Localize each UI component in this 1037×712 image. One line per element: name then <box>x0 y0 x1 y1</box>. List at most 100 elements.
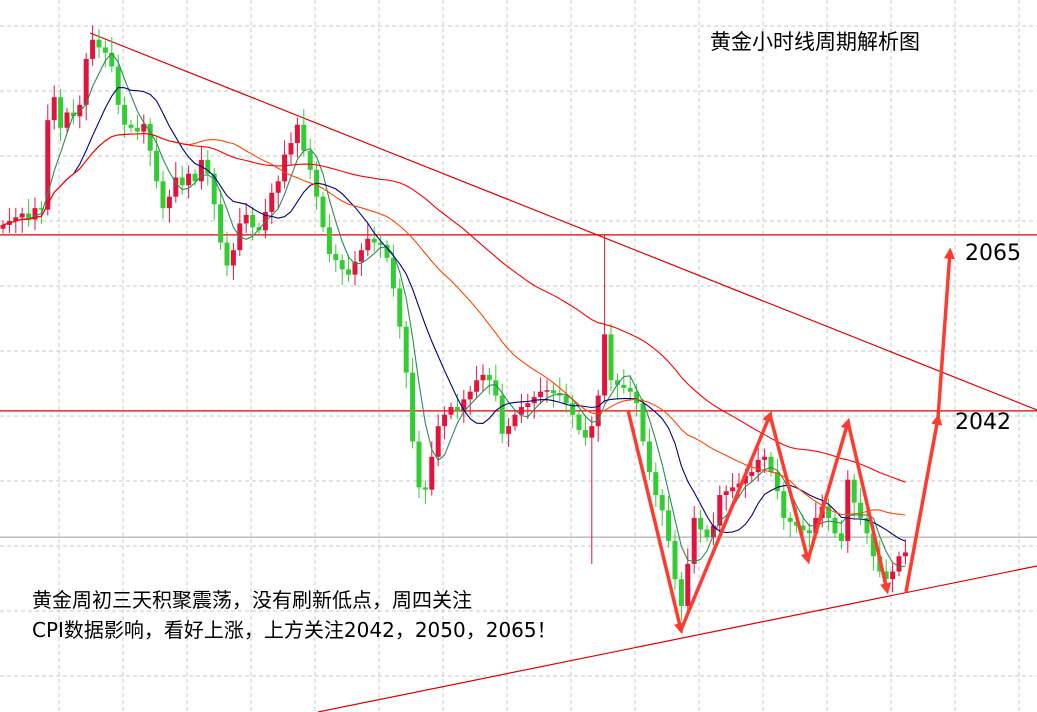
candle-body <box>218 204 224 243</box>
candle-body <box>179 177 185 186</box>
candle-body <box>128 124 134 128</box>
candle-body <box>685 563 691 606</box>
level-label-2042: 2042 <box>955 410 1011 435</box>
forecast-arrow <box>806 417 852 561</box>
candle-body <box>198 159 204 182</box>
candle-body <box>211 173 217 205</box>
candle-body <box>102 47 108 53</box>
candle-body <box>896 556 902 572</box>
candle-body <box>122 104 128 125</box>
candle-body <box>826 506 832 518</box>
candle-body <box>480 374 486 381</box>
candle-body <box>634 391 640 404</box>
candle-body <box>570 403 576 415</box>
candle-body <box>186 173 192 186</box>
candle-body <box>608 334 614 381</box>
candle-body <box>45 120 51 210</box>
candle-body <box>723 491 729 496</box>
candle-body <box>115 66 121 105</box>
candle-body <box>397 288 403 327</box>
candle-body <box>51 97 57 121</box>
moving-average-5 <box>2 52 906 568</box>
candle-body <box>160 181 166 209</box>
candle-body <box>710 525 716 538</box>
candle-body <box>365 238 371 251</box>
candle-body <box>538 391 544 398</box>
candle-body <box>666 510 672 541</box>
candle-body <box>0 224 6 229</box>
candle-body <box>563 395 569 404</box>
chart-title: 黄金小时线周期解析图 <box>710 30 920 54</box>
candle-body <box>288 143 294 155</box>
candle-body <box>384 244 390 258</box>
candle-body <box>678 579 684 606</box>
candle-body <box>230 250 236 266</box>
candle-body <box>602 334 608 396</box>
candle-body <box>493 380 499 396</box>
candle-body <box>646 441 652 473</box>
candle-body <box>883 571 889 580</box>
candle-body <box>781 491 787 518</box>
candle-body <box>762 456 768 460</box>
candle-body <box>576 414 582 430</box>
candle-body <box>614 380 620 385</box>
candle-body <box>346 269 352 275</box>
candle-body <box>512 414 518 427</box>
candle-body <box>371 238 377 243</box>
candle-body <box>13 217 19 222</box>
candle-body <box>582 429 588 438</box>
candle-body <box>26 213 32 220</box>
candle-body <box>243 214 249 224</box>
descending-trendline <box>89 32 1037 411</box>
candle-body <box>134 127 140 132</box>
candle-body <box>525 403 531 408</box>
candle-body <box>282 154 288 182</box>
candle-body <box>58 97 64 128</box>
candle-body <box>832 517 838 534</box>
candle-body <box>755 459 761 473</box>
candle-body <box>845 479 851 541</box>
candle-body <box>83 58 89 105</box>
forecast-arrow <box>679 410 773 631</box>
candle-body <box>422 487 428 490</box>
candle-body <box>429 456 435 490</box>
candle-body <box>550 390 556 394</box>
moving-average-12 <box>2 86 906 542</box>
candle-body <box>166 196 172 209</box>
candle-body <box>749 472 755 476</box>
candle-body <box>474 380 480 392</box>
candle-body <box>704 529 710 538</box>
candle-body <box>307 150 313 170</box>
candle-body <box>691 517 697 564</box>
candle-body <box>838 533 844 541</box>
candle-body <box>147 123 153 151</box>
candle-body <box>851 479 857 503</box>
candle-body <box>717 495 723 526</box>
ascending-trendline <box>317 565 1037 712</box>
candle-body <box>301 124 307 151</box>
candle-body <box>864 517 870 534</box>
candle-body <box>902 552 908 557</box>
candle-body <box>19 213 25 218</box>
candle-body <box>518 407 524 415</box>
level-label-2065: 2065 <box>965 241 1021 266</box>
candle-body <box>794 521 800 526</box>
candle-body <box>64 112 70 128</box>
analysis-note-line-2: CPI数据影响，看好上涨，上方关注2042，2050，2065！ <box>32 618 557 642</box>
forecast-arrow <box>846 421 891 595</box>
candle-body <box>333 254 339 261</box>
candle-body <box>454 407 460 411</box>
candle-body <box>320 196 326 228</box>
moving-average-60 <box>2 132 906 483</box>
candle-body <box>698 517 704 530</box>
candle-body <box>90 39 96 59</box>
candle-body <box>730 487 736 492</box>
candle-body <box>806 530 812 534</box>
candle-body <box>154 150 160 182</box>
candle-body <box>659 495 665 511</box>
candle-body <box>621 384 627 388</box>
candle-body <box>192 173 198 182</box>
candle-body <box>506 426 512 434</box>
